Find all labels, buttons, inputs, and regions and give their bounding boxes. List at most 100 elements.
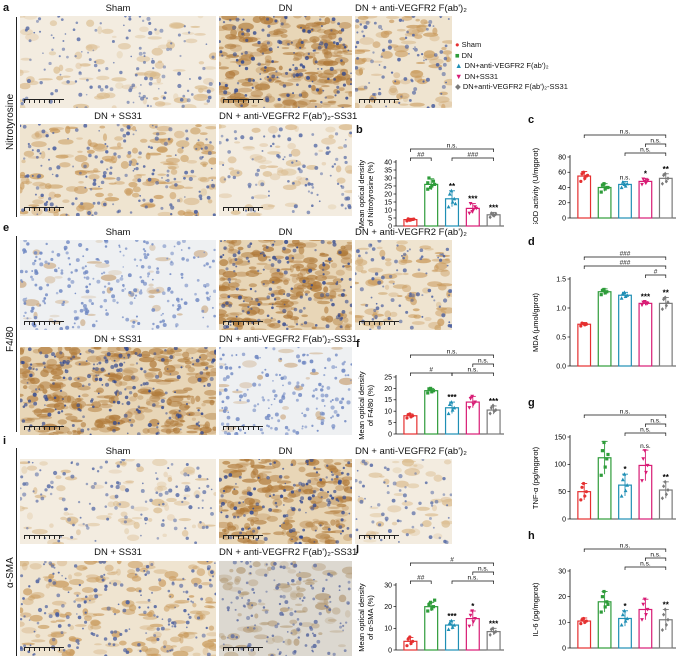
scale-bar: [24, 99, 64, 103]
data-point: [473, 616, 477, 621]
bracket-label: ##: [417, 575, 425, 582]
data-point: [452, 196, 457, 201]
bracket-label: n.s.: [478, 566, 489, 573]
data-point: [582, 170, 586, 174]
bracket-label: n.s.: [478, 358, 489, 365]
significance-label: ***: [468, 195, 478, 204]
panel-letter-i: i: [3, 435, 7, 447]
y-tick-label: 1.0: [556, 305, 566, 312]
legend-item-ss31: ▼ DN+SS31: [455, 72, 568, 83]
title-a-sham: Sham: [105, 3, 131, 14]
scale-bar: [359, 535, 399, 539]
panel-letter-f: f: [356, 338, 360, 350]
data-point: [405, 416, 409, 420]
significance-label: ***: [641, 293, 651, 302]
bracket-label: #: [654, 269, 658, 276]
data-point: [488, 632, 492, 637]
title-a-dn: DN: [278, 3, 293, 14]
scale-bar: [223, 535, 263, 539]
bar: [638, 302, 653, 367]
y-axis-label: of F4/80 (%): [366, 384, 375, 426]
bracket-label: ##: [417, 152, 425, 159]
data-point: [620, 477, 625, 482]
significance-bracket: [410, 148, 494, 152]
data-point: [622, 608, 627, 613]
y-axis-label: SOD activity (U/mgprot): [531, 147, 540, 224]
micrograph: [20, 240, 216, 330]
y-tick-label: 1.5: [556, 276, 566, 283]
bracket-label: n.s.: [468, 367, 479, 374]
micrograph: [219, 240, 352, 330]
data-point: [582, 322, 586, 326]
y-tick-label: 15: [384, 199, 392, 206]
y-axis-label: Mean optical density: [357, 371, 366, 440]
micrograph: [219, 124, 352, 216]
data-point: [426, 187, 430, 191]
bracket-label: ###: [620, 251, 631, 258]
data-point: [619, 296, 624, 300]
title-i-ss31: DN + SS31: [94, 547, 142, 558]
title-e-ss31: DN + SS31: [94, 334, 142, 345]
data-point: [622, 290, 627, 294]
chart-j-asma: Mean optical density of α-SMA (%) 0 10 20 30 *…: [357, 557, 504, 654]
significance-label: *: [623, 465, 627, 474]
y-axis-label: TNF-α (pg/mgprot): [531, 446, 540, 509]
significance-bracket: [472, 363, 494, 367]
chart-g-plot: TNF-α (pg/mgprot) 0 50 100 150 * n.s. ** n.s. n.s…: [531, 409, 676, 523]
data-point: [620, 612, 625, 617]
data-point: [411, 414, 415, 418]
data-point: [645, 463, 650, 468]
data-point: [662, 612, 666, 617]
significance-bracket: [583, 134, 667, 138]
data-point: [447, 192, 452, 196]
y-tick-label: 25: [384, 183, 392, 190]
data-point: [452, 405, 457, 410]
significance-label: **: [663, 473, 670, 482]
micrograph: [219, 16, 352, 108]
data-point: [640, 182, 644, 187]
data-point: [449, 400, 454, 404]
data-point: [666, 488, 670, 493]
data-point: [447, 620, 452, 625]
significance-label: *: [471, 602, 475, 611]
significance-bracket: [410, 157, 432, 161]
title-a-anti-ss31: DN + anti-VEGFR2 F(ab')₂-SS31: [219, 111, 358, 122]
scale-bar: [223, 207, 263, 211]
micrograph-texture: [219, 459, 352, 544]
micrograph: [20, 561, 216, 656]
data-point: [660, 181, 665, 186]
significance-bracket: [451, 157, 494, 161]
data-point: [429, 600, 433, 604]
data-point: [468, 202, 473, 206]
data-point: [640, 618, 644, 622]
data-point: [599, 473, 603, 477]
data-point: [431, 389, 436, 393]
y-tick-label: 5: [388, 215, 392, 222]
bracket-label: n.s.: [447, 349, 458, 356]
micrograph-texture: [20, 459, 216, 544]
data-point: [491, 213, 495, 218]
data-point: [641, 602, 646, 607]
data-point: [406, 637, 410, 641]
significance-label: ***: [489, 397, 499, 406]
y-tick-label: 30: [384, 175, 392, 182]
micrograph-texture: [219, 240, 352, 330]
data-point: [584, 490, 588, 494]
data-point: [664, 303, 668, 308]
data-point: [620, 180, 625, 184]
data-point: [447, 402, 452, 406]
title-i-sham: Sham: [105, 446, 131, 457]
data-point: [605, 600, 609, 604]
bar: [577, 323, 592, 367]
bracket-label: n.s.: [620, 409, 631, 416]
data-point: [585, 173, 590, 177]
data-point: [471, 402, 476, 407]
y-axis-label: of α-SMA (%): [366, 595, 375, 640]
micrograph-texture: [20, 561, 216, 656]
data-point: [446, 627, 451, 632]
data-point: [600, 595, 605, 599]
legend-marker-sham: ●: [455, 40, 460, 49]
panel-letter-g: g: [528, 397, 535, 409]
bar: [597, 291, 612, 367]
